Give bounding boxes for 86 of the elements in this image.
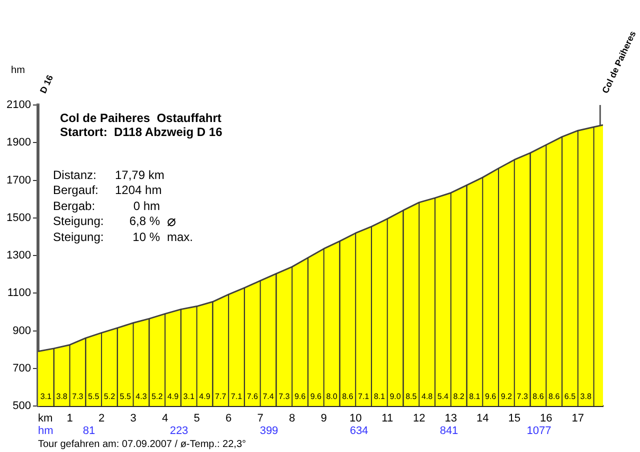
annotation: 7.1 [230,392,243,402]
annotation: 6,8 % [129,214,160,228]
annotation: 3.1 [40,392,52,402]
x-tick-label: 5 [194,412,200,425]
annotation: 8.6 [532,392,544,402]
annotation: 8.5 [406,392,418,402]
y-tick-label: 900 [12,324,31,337]
x-tick-label: 12 [412,412,426,425]
x-tick-label: 9 [320,412,327,425]
x-tick-label: 4 [162,412,168,425]
annotation: Bergauf: [53,183,98,198]
annotation: 9.6 [485,392,497,402]
x-tick-label: 10 [349,412,362,425]
y-tick-label: 1500 [6,212,31,224]
text: hm [38,425,54,438]
x-tick-label: 13 [444,412,457,425]
annotation: 8.1 [374,392,386,402]
annotation: 4.9 [167,392,180,402]
text: 399 [260,425,278,438]
annotation: 6.5 [564,392,576,402]
annotation: 8.1 [469,392,481,402]
text: 634 [350,425,368,438]
annotation: 7.3 [72,392,84,402]
x-tick-label: 11 [382,412,394,425]
text: 1077 [526,425,552,438]
annotation: 8.6 [342,392,354,402]
annotation: 10 % [132,230,160,244]
x-tick-label: 3 [130,412,136,425]
text: 223 [170,425,188,438]
x-tick-label: 1 [66,412,73,425]
annotation: 7.3 [278,392,290,402]
annotation: 5.5 [88,392,100,402]
text: Startort: D118 Abzweig D 16 [60,125,222,139]
x-tick-label: 16 [540,412,552,425]
annotation: 8.6 [548,392,560,402]
x-tick-label: 6 [225,412,232,425]
x-tick-label: 7 [257,412,264,425]
annotation: 0 hm [133,198,160,213]
y-tick-label: 1700 [6,174,31,186]
annotation: ⌀ [167,213,176,230]
x-tick-label: 8 [289,412,296,425]
annotation: 9.6 [310,392,322,402]
annotation: 4.8 [421,392,434,402]
annotation: 4.3 [136,392,148,402]
annotation: 3.1 [183,392,195,402]
text: 81 [82,425,96,438]
text: 841 [440,425,458,438]
annotation: 4.9 [199,392,211,402]
annotation: 5.2 [104,392,116,402]
annotation: max. [167,230,194,244]
y-tick-label: 500 [12,400,31,412]
y-tick-label: 1100 [7,287,31,300]
text: Col de Paiheres Ostauffahrt [60,111,222,125]
annotation: 7.7 [215,392,227,402]
x-tick-label: 2 [98,412,105,425]
annotation: 9.0 [390,392,402,402]
annotation: 7.1 [358,392,370,402]
annotation: 5.2 [152,392,164,402]
annotation: 3.8 [580,392,592,402]
annotation: 8.0 [326,392,338,402]
text: Tour gefahren am: 07.09.2007 / ø-Temp.: 22,3° [38,439,246,450]
annotation: 7.6 [246,392,258,402]
x-tick-label: 15 [508,412,521,425]
annotation: Distanz: [53,168,96,182]
annotation: 5.5 [120,392,132,402]
annotation: 7.3 [516,392,528,402]
y-axis-title: hm [11,64,25,76]
annotation: Steigung: [53,214,104,228]
annotation: 9.6 [294,392,306,402]
y-tick-label: 1900 [6,136,31,149]
annotation: Steigung: [53,230,104,244]
annotation: 8.2 [453,392,465,402]
y-tick-label: 2100 [6,99,31,112]
annotation: Bergab: [53,198,96,213]
annotation: 17,79 km [115,168,164,182]
ref-line-label: D 16 [38,73,56,95]
annotation: 1204 hm [115,183,162,198]
x-axis-title: km [38,412,53,425]
y-tick-label: 700 [12,362,31,374]
annotation: 3.8 [56,392,68,402]
annotation: 9.2 [500,392,513,402]
annotation: 7.4 [262,392,274,402]
x-tick-label: 14 [476,412,489,425]
annotation: 5.4 [437,392,450,402]
x-tick-label: 17 [572,412,584,425]
y-tick-label: 1300 [6,250,31,262]
